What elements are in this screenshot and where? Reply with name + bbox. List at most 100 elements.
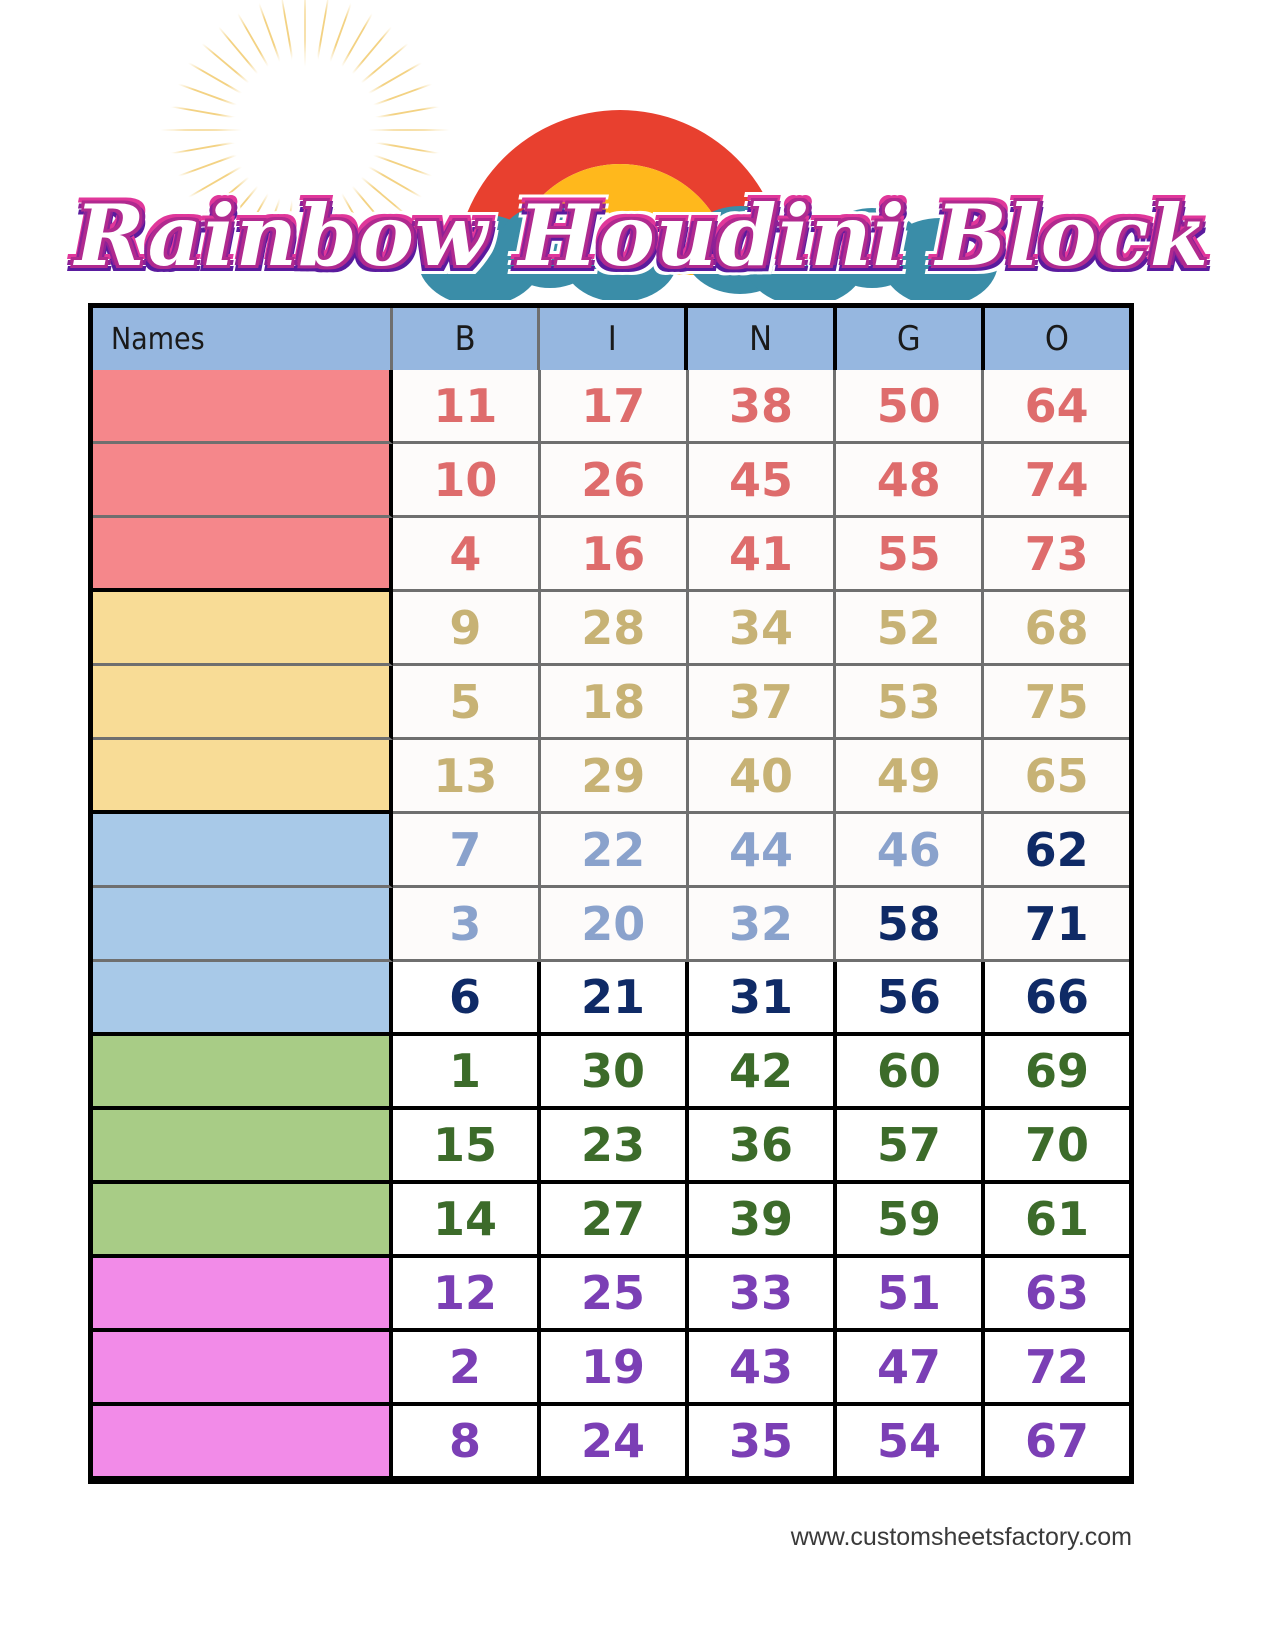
bingo-number-cell[interactable]: 25 bbox=[541, 1258, 689, 1332]
name-entry-cell[interactable] bbox=[93, 1258, 393, 1332]
bingo-number-cell[interactable]: 57 bbox=[837, 1110, 985, 1184]
name-entry-cell[interactable] bbox=[93, 370, 393, 444]
bingo-number-cell[interactable]: 54 bbox=[837, 1406, 985, 1480]
bingo-number-cell[interactable]: 32 bbox=[688, 888, 837, 962]
table-row: 12 25 33 51 63 bbox=[93, 1258, 1129, 1332]
bingo-number-cell[interactable]: 28 bbox=[540, 592, 689, 666]
bingo-number-cell[interactable]: 66 bbox=[985, 962, 1129, 1036]
bingo-number-cell[interactable]: 43 bbox=[689, 1332, 837, 1406]
bingo-number-cell[interactable]: 52 bbox=[836, 592, 985, 666]
bingo-number-cell[interactable]: 62 bbox=[984, 814, 1129, 888]
bingo-number-cell[interactable]: 34 bbox=[688, 592, 837, 666]
bingo-number-cell[interactable]: 15 bbox=[393, 1110, 541, 1184]
bingo-number-cell[interactable]: 14 bbox=[393, 1184, 541, 1258]
name-entry-cell[interactable] bbox=[93, 1332, 393, 1406]
cloud-decoration bbox=[60, 150, 1240, 300]
bingo-number-cell[interactable]: 59 bbox=[837, 1184, 985, 1258]
bingo-number-cell[interactable]: 48 bbox=[836, 444, 985, 518]
bingo-number-cell[interactable]: 35 bbox=[689, 1406, 837, 1480]
bingo-number-cell[interactable]: 23 bbox=[541, 1110, 689, 1184]
table-row: 15 23 36 57 70 bbox=[93, 1110, 1129, 1184]
bingo-number-cell[interactable]: 13 bbox=[393, 740, 541, 814]
bingo-number-cell[interactable]: 71 bbox=[984, 888, 1129, 962]
bingo-number-cell[interactable]: 74 bbox=[984, 444, 1129, 518]
bingo-number-cell[interactable]: 24 bbox=[541, 1406, 689, 1480]
bingo-number-cell[interactable]: 69 bbox=[985, 1036, 1129, 1110]
table-row: 3 20 32 58 71 bbox=[93, 888, 1129, 962]
bingo-number-cell[interactable]: 12 bbox=[393, 1258, 541, 1332]
page-title: Rainbow Houdini Block bbox=[74, 186, 1210, 285]
name-entry-cell[interactable] bbox=[93, 1184, 393, 1258]
bingo-number-cell[interactable]: 44 bbox=[688, 814, 837, 888]
bingo-number-cell[interactable]: 63 bbox=[985, 1258, 1129, 1332]
bingo-number-cell[interactable]: 22 bbox=[540, 814, 689, 888]
bingo-number-cell[interactable]: 8 bbox=[393, 1406, 541, 1480]
name-entry-cell[interactable] bbox=[93, 666, 393, 740]
bingo-number-cell[interactable]: 73 bbox=[984, 518, 1129, 592]
name-entry-cell[interactable] bbox=[93, 1406, 393, 1480]
bingo-number-cell[interactable]: 75 bbox=[984, 666, 1129, 740]
bingo-number-cell[interactable]: 68 bbox=[984, 592, 1129, 666]
name-entry-cell[interactable] bbox=[93, 518, 393, 592]
bingo-number-cell[interactable]: 42 bbox=[689, 1036, 837, 1110]
bingo-number-cell[interactable]: 27 bbox=[541, 1184, 689, 1258]
table-row: 10 26 45 48 74 bbox=[93, 444, 1129, 518]
bingo-number-cell[interactable]: 4 bbox=[393, 518, 541, 592]
bingo-number-cell[interactable]: 17 bbox=[540, 370, 689, 444]
bingo-number-cell[interactable]: 3 bbox=[393, 888, 541, 962]
table-header-row: Names B I N G O bbox=[93, 308, 1130, 370]
bingo-number-cell[interactable]: 18 bbox=[540, 666, 689, 740]
bingo-number-cell[interactable]: 36 bbox=[689, 1110, 837, 1184]
table-row: 7 22 44 46 62 bbox=[93, 814, 1129, 888]
bingo-number-cell[interactable]: 11 bbox=[393, 370, 541, 444]
bingo-number-cell[interactable]: 20 bbox=[540, 888, 689, 962]
bingo-number-cell[interactable]: 10 bbox=[393, 444, 541, 518]
bingo-number-cell[interactable]: 51 bbox=[837, 1258, 985, 1332]
bingo-number-cell[interactable]: 40 bbox=[688, 740, 837, 814]
bingo-number-cell[interactable]: 58 bbox=[836, 888, 985, 962]
name-entry-cell[interactable] bbox=[93, 962, 393, 1036]
bingo-number-cell[interactable]: 55 bbox=[836, 518, 985, 592]
bingo-number-cell[interactable]: 45 bbox=[688, 444, 837, 518]
bingo-number-cell[interactable]: 50 bbox=[836, 370, 985, 444]
bingo-number-cell[interactable]: 39 bbox=[689, 1184, 837, 1258]
name-entry-cell[interactable] bbox=[93, 1036, 393, 1110]
bingo-number-cell[interactable]: 64 bbox=[984, 370, 1129, 444]
bingo-number-cell[interactable]: 7 bbox=[393, 814, 541, 888]
bingo-number-cell[interactable]: 29 bbox=[540, 740, 689, 814]
bingo-number-cell[interactable]: 37 bbox=[688, 666, 837, 740]
table-row: 5 18 37 53 75 bbox=[93, 666, 1129, 740]
bingo-number-cell[interactable]: 47 bbox=[837, 1332, 985, 1406]
bingo-number-cell[interactable]: 31 bbox=[689, 962, 837, 1036]
bingo-number-cell[interactable]: 9 bbox=[393, 592, 541, 666]
bingo-number-cell[interactable]: 41 bbox=[688, 518, 837, 592]
name-entry-cell[interactable] bbox=[93, 740, 393, 814]
bingo-number-cell[interactable]: 38 bbox=[688, 370, 837, 444]
bingo-number-cell[interactable]: 5 bbox=[393, 666, 541, 740]
bingo-number-cell[interactable]: 60 bbox=[837, 1036, 985, 1110]
bingo-number-cell[interactable]: 72 bbox=[985, 1332, 1129, 1406]
name-entry-cell[interactable] bbox=[93, 1110, 393, 1184]
name-entry-cell[interactable] bbox=[93, 444, 393, 518]
bingo-number-cell[interactable]: 2 bbox=[393, 1332, 541, 1406]
bingo-number-cell[interactable]: 70 bbox=[985, 1110, 1129, 1184]
bingo-number-cell[interactable]: 16 bbox=[540, 518, 689, 592]
bingo-number-cell[interactable]: 53 bbox=[836, 666, 985, 740]
bingo-number-cell[interactable]: 56 bbox=[837, 962, 985, 1036]
bingo-number-cell[interactable]: 30 bbox=[541, 1036, 689, 1110]
bingo-number-cell[interactable]: 65 bbox=[984, 740, 1129, 814]
bingo-number-cell[interactable]: 1 bbox=[393, 1036, 541, 1110]
bingo-number-cell[interactable]: 19 bbox=[541, 1332, 689, 1406]
bingo-grid: Names B I N G O 11 17 38 50 64 10 26 45 48 74 4 16 4… bbox=[88, 303, 1134, 1484]
name-entry-cell[interactable] bbox=[93, 592, 393, 666]
bingo-number-cell[interactable]: 26 bbox=[540, 444, 689, 518]
bingo-number-cell[interactable]: 49 bbox=[836, 740, 985, 814]
name-entry-cell[interactable] bbox=[93, 814, 393, 888]
bingo-number-cell[interactable]: 33 bbox=[689, 1258, 837, 1332]
bingo-number-cell[interactable]: 67 bbox=[985, 1406, 1129, 1480]
bingo-number-cell[interactable]: 61 bbox=[985, 1184, 1129, 1258]
bingo-number-cell[interactable]: 21 bbox=[541, 962, 689, 1036]
bingo-number-cell[interactable]: 6 bbox=[393, 962, 541, 1036]
bingo-number-cell[interactable]: 46 bbox=[836, 814, 985, 888]
name-entry-cell[interactable] bbox=[93, 888, 393, 962]
